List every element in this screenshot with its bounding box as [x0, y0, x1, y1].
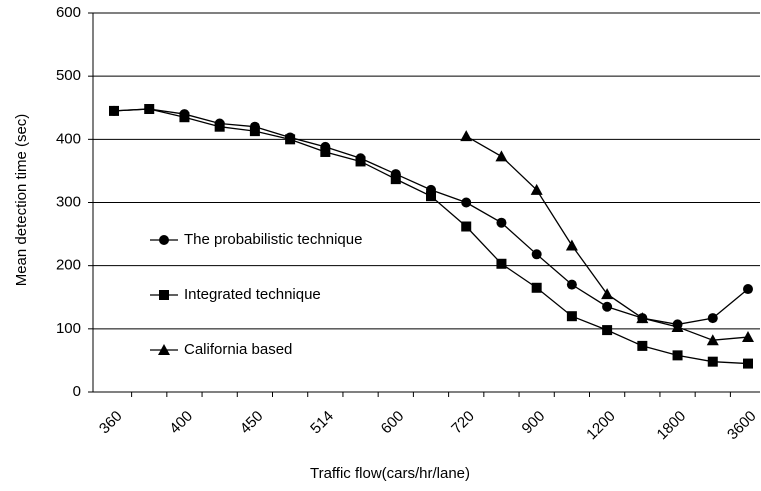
marker [355, 156, 366, 167]
marker [671, 320, 684, 332]
marker [144, 104, 155, 115]
marker [320, 146, 331, 157]
marker [602, 301, 613, 312]
marker [109, 105, 119, 116]
marker [566, 279, 577, 290]
marker [743, 284, 753, 295]
y-tick-label: 200 [56, 257, 81, 274]
y-tick-label: 500 [56, 67, 81, 84]
legend-marker [159, 235, 169, 245]
marker [601, 288, 614, 300]
y-tick-label: 300 [56, 193, 81, 210]
y-tick-label: 400 [56, 130, 81, 147]
marker [426, 191, 436, 202]
marker [707, 313, 718, 324]
marker [285, 134, 296, 145]
marker [602, 325, 613, 336]
marker [706, 334, 719, 346]
y-tick-label: 100 [56, 320, 81, 337]
y-tick-label: 600 [56, 4, 81, 21]
x-tick-label: 360 [96, 408, 126, 438]
x-tick-label: 3600 [724, 408, 760, 444]
x-tick-label: 1200 [583, 408, 619, 444]
x-tick-label: 400 [166, 408, 196, 438]
legend-marker [158, 344, 170, 355]
marker [742, 331, 754, 343]
marker [461, 197, 472, 208]
legend-label: California based [184, 341, 292, 358]
marker [531, 282, 542, 293]
marker [707, 356, 718, 367]
marker [460, 130, 473, 142]
marker [566, 311, 577, 322]
marker [743, 358, 753, 369]
y-axis-label: Mean detection time (sec) [13, 114, 30, 287]
x-axis-label: Traffic flow(cars/hr/lane) [310, 465, 470, 482]
marker [637, 340, 648, 351]
marker [531, 249, 542, 260]
marker [530, 183, 543, 195]
x-tick-label: 900 [519, 408, 549, 438]
marker [214, 121, 225, 132]
x-tick-label: 1800 [654, 408, 690, 444]
marker [496, 258, 507, 269]
marker [565, 239, 578, 251]
y-tick-label: 0 [73, 383, 81, 400]
marker [496, 217, 507, 228]
marker [390, 174, 401, 185]
x-tick-label: 600 [378, 408, 408, 438]
x-tick-label: 450 [237, 408, 267, 438]
legend-label: The probabilistic technique [184, 231, 362, 248]
x-tick-label: 720 [448, 408, 478, 438]
marker [495, 150, 508, 162]
marker [672, 350, 683, 361]
legend-label: Integrated technique [184, 286, 321, 303]
marker [636, 312, 649, 324]
marker [179, 112, 190, 123]
marker [249, 126, 260, 137]
legend-marker [159, 290, 169, 300]
x-tick-label: 514 [307, 408, 337, 438]
marker [461, 221, 472, 232]
